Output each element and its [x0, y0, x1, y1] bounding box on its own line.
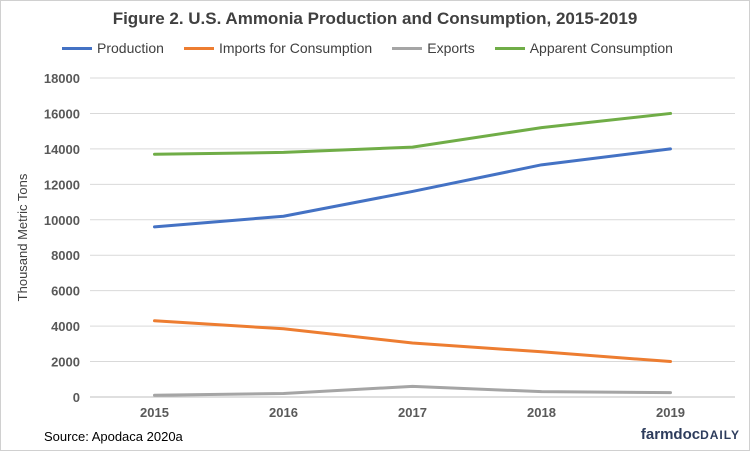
- y-tick-label: 8000: [51, 248, 80, 263]
- legend-item: Imports for Consumption: [183, 40, 373, 56]
- chart-legend: Production Imports for Consumption Exports…: [62, 40, 693, 56]
- legend-item: Production: [62, 40, 164, 56]
- source-note: Source: Apodaca 2020a: [44, 429, 183, 444]
- legend-label: Apparent Consumption: [529, 40, 673, 56]
- y-tick-label: 18000: [44, 71, 80, 86]
- series-line-imports-for-consumption: [153, 319, 672, 364]
- y-axis-label: Thousand Metric Tons: [15, 173, 30, 301]
- farmdoc-daily-logo: farmdocDAILY: [641, 426, 740, 443]
- legend-swatch: [494, 46, 525, 50]
- legend-swatch: [183, 46, 214, 50]
- x-tick-label: 2016: [269, 405, 298, 420]
- y-tick-label: 10000: [44, 213, 80, 228]
- y-tick-label: 2000: [51, 355, 80, 370]
- legend-label: Production: [97, 40, 164, 56]
- series-line-production: [153, 147, 672, 229]
- brand-sub: DAILY: [700, 428, 740, 442]
- legend-swatch: [392, 46, 423, 50]
- y-tick-label: 4000: [51, 319, 80, 334]
- x-tick-label: 2017: [398, 405, 427, 420]
- y-tick-label: 0: [73, 390, 80, 405]
- y-tick-label: 12000: [44, 177, 80, 192]
- chart-title: Figure 2. U.S. Ammonia Production and Co…: [112, 9, 638, 28]
- brand-main: farmdoc: [640, 426, 701, 443]
- legend-item: Apparent Consumption: [494, 40, 673, 56]
- series-line-exports: [153, 384, 672, 397]
- legend-swatch: [62, 46, 92, 50]
- legend-label: Exports: [427, 40, 475, 56]
- series-line-apparent-consumption: [153, 111, 672, 156]
- x-tick-label: 2015: [140, 405, 169, 420]
- y-tick-label: 14000: [44, 142, 80, 157]
- y-tick-label: 6000: [51, 284, 80, 299]
- y-tick-label: 16000: [44, 106, 80, 121]
- legend-label: Imports for Consumption: [218, 40, 373, 56]
- x-tick-label: 2019: [656, 405, 685, 420]
- legend-item: Exports: [392, 40, 475, 56]
- x-tick-label: 2018: [527, 405, 556, 420]
